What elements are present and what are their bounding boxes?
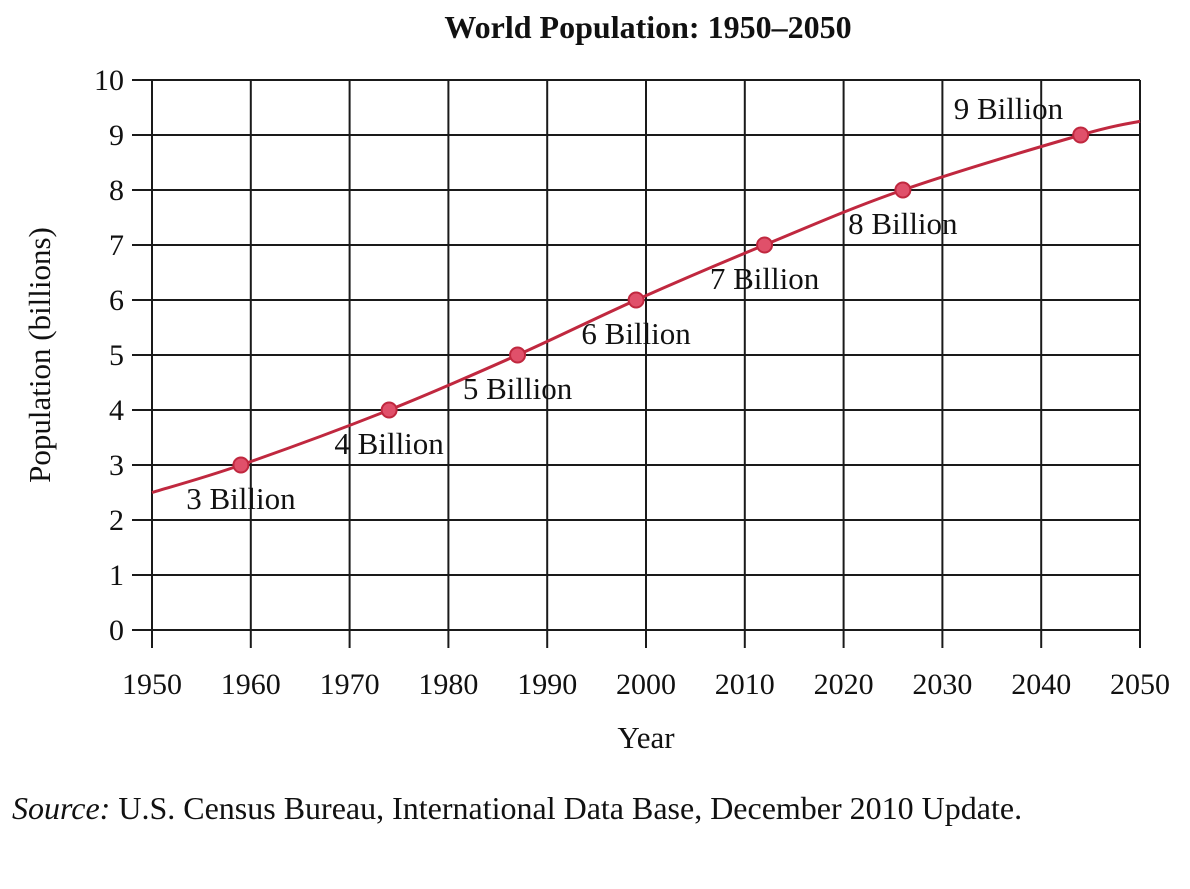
milestone-label: 5 Billion [463,371,573,406]
y-tick-labels: 0 1 2 3 4 5 6 7 8 9 10 [94,64,124,647]
x-tick-label: 1950 [122,668,182,701]
x-tick-label: 2020 [814,668,874,701]
milestone-label: 8 Billion [848,206,958,241]
y-tick-label: 2 [109,504,124,537]
grid [132,79,1141,648]
milestone-label: 4 Billion [334,426,444,461]
x-tick-label: 2030 [912,668,972,701]
series [151,119,1141,494]
y-tick-label: 4 [109,394,124,427]
source-note: Source: U.S. Census Bureau, Internationa… [12,780,1182,836]
y-tick-label: 1 [109,559,124,592]
y-tick-label: 8 [109,174,124,207]
y-tick-label: 9 [109,119,124,152]
x-tick-label: 1960 [221,668,281,701]
x-tick-label: 2000 [616,668,676,701]
milestone-point [232,456,250,474]
source-label: Source: [12,790,111,826]
milestone-label: 9 Billion [954,91,1064,126]
y-tick-label: 6 [109,284,124,317]
x-tick-label: 1970 [320,668,380,701]
y-tick-label: 5 [109,339,124,372]
chart-title: World Population: 1950–2050 [444,9,851,45]
milestone-point [627,291,645,309]
x-tick-label: 2010 [715,668,775,701]
x-tick-label: 2050 [1110,668,1170,701]
milestone-point [380,401,398,419]
milestone-point [756,236,774,254]
x-tick-label: 1990 [517,668,577,701]
y-tick-label: 0 [109,614,124,647]
x-axis-label: Year [617,720,675,755]
milestone-point [509,346,527,364]
milestone-label: 7 Billion [710,261,820,296]
y-tick-label: 7 [109,229,124,262]
milestone-label: 3 Billion [186,481,296,516]
y-tick-label: 3 [109,449,124,482]
y-axis-label: Population (billions) [22,227,57,483]
x-tick-label: 1980 [418,668,478,701]
milestone-point [894,181,912,199]
y-tick-label: 10 [94,64,124,97]
milestone-label: 6 Billion [581,316,691,351]
milestone-point [1072,126,1090,144]
source-text: U.S. Census Bureau, International Data B… [110,790,1023,826]
x-tick-label: 2040 [1011,668,1071,701]
x-tick-labels: 1950 1960 1970 1980 1990 2000 2010 2020 2030 2040… [122,668,1170,701]
